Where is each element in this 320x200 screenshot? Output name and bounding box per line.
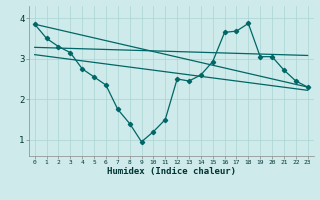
X-axis label: Humidex (Indice chaleur): Humidex (Indice chaleur) — [107, 167, 236, 176]
